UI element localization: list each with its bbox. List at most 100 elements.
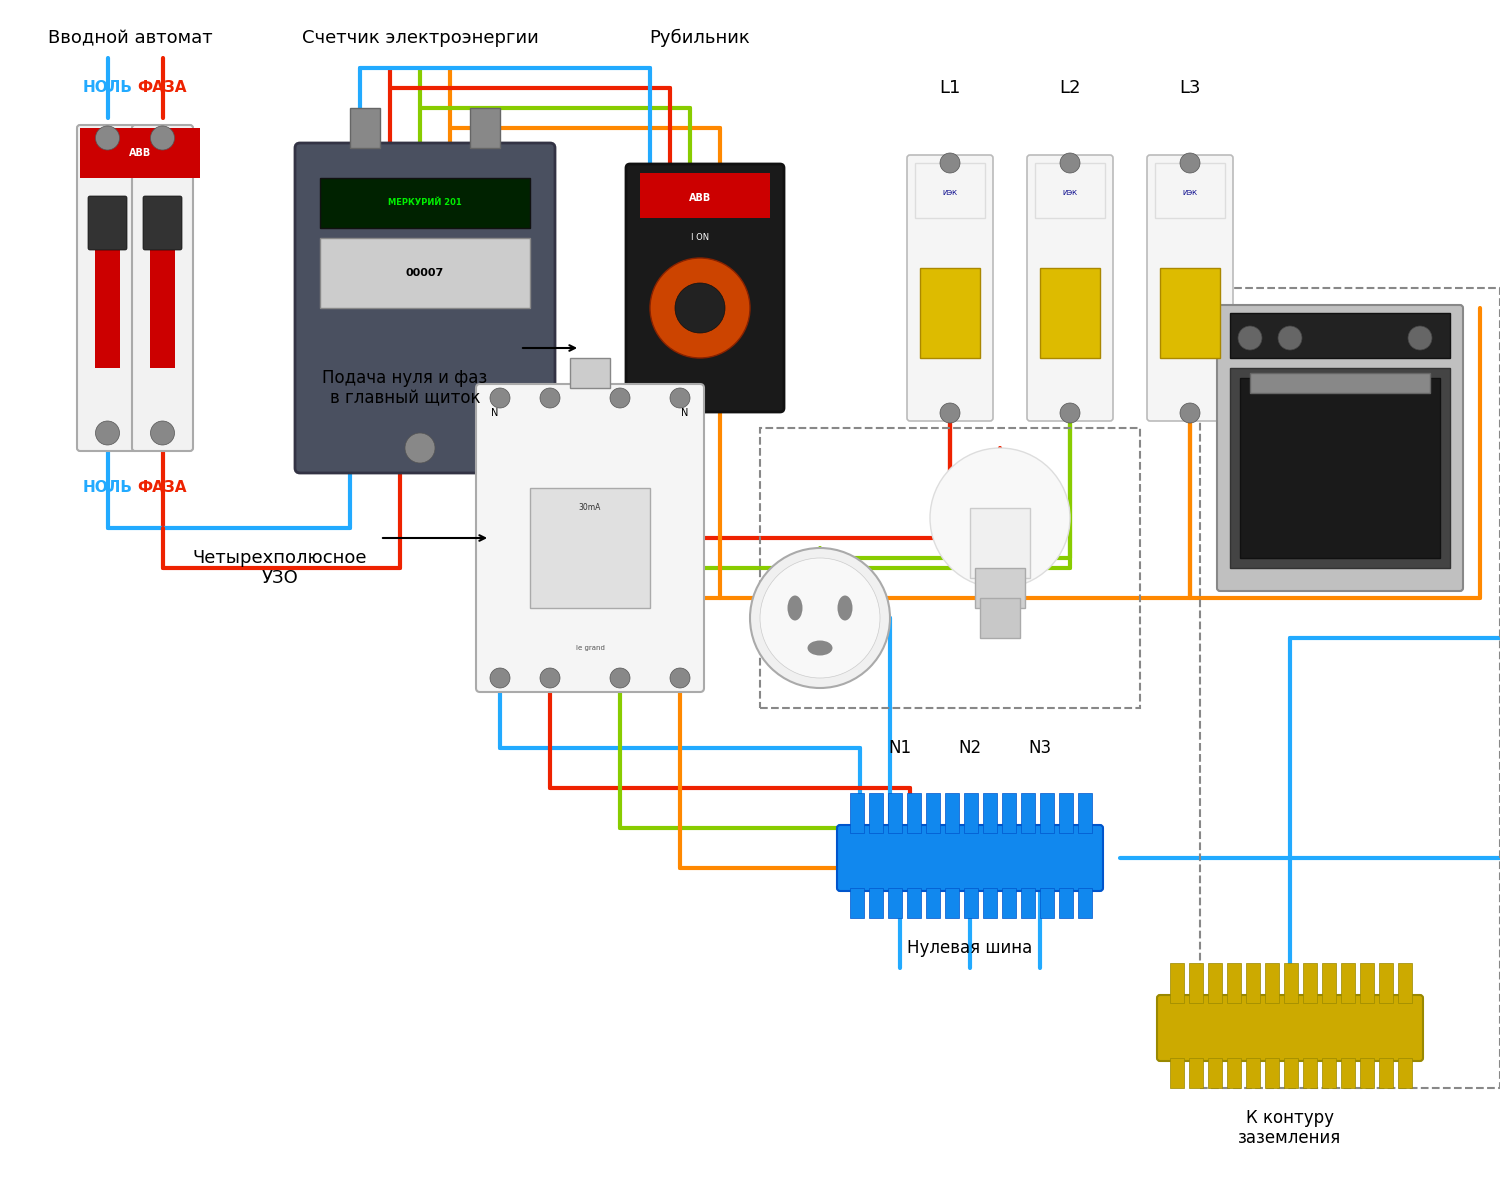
Bar: [1341, 963, 1354, 1003]
Bar: [1230, 368, 1450, 568]
Bar: [1040, 887, 1054, 918]
Circle shape: [650, 258, 750, 358]
Text: НОЛЬ: НОЛЬ: [82, 81, 132, 95]
Bar: [640, 173, 770, 219]
Bar: [868, 794, 883, 833]
Bar: [1250, 373, 1430, 393]
Text: 00007: 00007: [406, 268, 444, 278]
Circle shape: [610, 668, 630, 688]
Bar: [850, 794, 864, 833]
Bar: [1059, 887, 1072, 918]
Bar: [926, 887, 940, 918]
Text: Четырехполюсное
УЗО: Четырехполюсное УЗО: [192, 549, 368, 587]
Bar: [1208, 1059, 1222, 1088]
Bar: [1002, 794, 1016, 833]
Bar: [1078, 794, 1092, 833]
Text: N2: N2: [958, 739, 981, 757]
Text: N3: N3: [1029, 739, 1051, 757]
Circle shape: [540, 388, 560, 407]
Bar: [760, 428, 1140, 708]
Circle shape: [760, 558, 880, 678]
Bar: [1227, 963, 1240, 1003]
Bar: [1378, 1059, 1394, 1088]
Bar: [1227, 1059, 1240, 1088]
FancyBboxPatch shape: [1148, 154, 1233, 421]
Bar: [1155, 163, 1226, 219]
Bar: [920, 268, 980, 358]
Ellipse shape: [837, 595, 852, 620]
Bar: [1002, 887, 1016, 918]
Circle shape: [940, 153, 960, 173]
Circle shape: [1180, 153, 1200, 173]
Circle shape: [1278, 326, 1302, 350]
Circle shape: [1180, 403, 1200, 423]
Bar: [570, 358, 610, 388]
Bar: [1360, 963, 1374, 1003]
Circle shape: [1408, 326, 1432, 350]
Text: L3: L3: [1179, 78, 1200, 97]
Bar: [945, 794, 958, 833]
Text: Подача нуля и фаз
в главный щиток: Подача нуля и фаз в главный щиток: [322, 368, 488, 407]
FancyBboxPatch shape: [1156, 996, 1424, 1061]
FancyBboxPatch shape: [837, 824, 1102, 891]
Circle shape: [96, 126, 120, 150]
Bar: [982, 794, 998, 833]
Bar: [1284, 963, 1298, 1003]
Text: Вводной автомат: Вводной автомат: [48, 29, 213, 48]
FancyBboxPatch shape: [296, 143, 555, 473]
Circle shape: [490, 388, 510, 407]
Text: НОЛЬ: НОЛЬ: [82, 480, 132, 495]
FancyBboxPatch shape: [908, 154, 993, 421]
FancyBboxPatch shape: [142, 196, 182, 249]
Bar: [1304, 1059, 1317, 1088]
Text: Счетчик электроэнергии: Счетчик электроэнергии: [302, 29, 538, 48]
Circle shape: [930, 448, 1070, 588]
Circle shape: [405, 432, 435, 463]
Bar: [1284, 1059, 1298, 1088]
Bar: [320, 238, 530, 308]
Bar: [1059, 794, 1072, 833]
Bar: [1208, 963, 1222, 1003]
Text: К контуру
заземления: К контуру заземления: [1239, 1108, 1341, 1148]
Text: Нулевая шина: Нулевая шина: [908, 939, 1032, 958]
FancyBboxPatch shape: [1028, 154, 1113, 421]
FancyBboxPatch shape: [626, 164, 784, 412]
Bar: [964, 887, 978, 918]
Bar: [1040, 268, 1100, 358]
Bar: [1200, 287, 1500, 1088]
Circle shape: [1238, 326, 1262, 350]
Text: N1: N1: [888, 739, 912, 757]
Circle shape: [96, 421, 120, 446]
Bar: [915, 163, 986, 219]
Bar: [908, 794, 921, 833]
Bar: [1040, 794, 1054, 833]
Bar: [530, 488, 650, 608]
Bar: [975, 568, 1024, 608]
Bar: [868, 887, 883, 918]
Text: ФАЗА: ФАЗА: [138, 480, 188, 495]
Bar: [850, 887, 864, 918]
Text: I ON: I ON: [692, 234, 709, 242]
Circle shape: [940, 403, 960, 423]
FancyBboxPatch shape: [88, 196, 128, 249]
Bar: [1078, 887, 1092, 918]
Text: ИЭК: ИЭК: [942, 190, 957, 196]
Bar: [1378, 963, 1394, 1003]
Circle shape: [610, 388, 630, 407]
Bar: [320, 178, 530, 228]
Circle shape: [490, 668, 510, 688]
Bar: [1246, 1059, 1260, 1088]
Bar: [888, 794, 902, 833]
Bar: [80, 128, 200, 178]
Text: ИЭК: ИЭК: [1182, 190, 1197, 196]
Ellipse shape: [788, 595, 802, 620]
Bar: [908, 887, 921, 918]
Bar: [1246, 963, 1260, 1003]
Bar: [964, 794, 978, 833]
Text: Рубильник: Рубильник: [650, 29, 750, 48]
Bar: [150, 208, 176, 368]
Circle shape: [675, 283, 724, 333]
Text: L1: L1: [939, 78, 960, 97]
Bar: [980, 598, 1020, 638]
Bar: [1398, 963, 1411, 1003]
